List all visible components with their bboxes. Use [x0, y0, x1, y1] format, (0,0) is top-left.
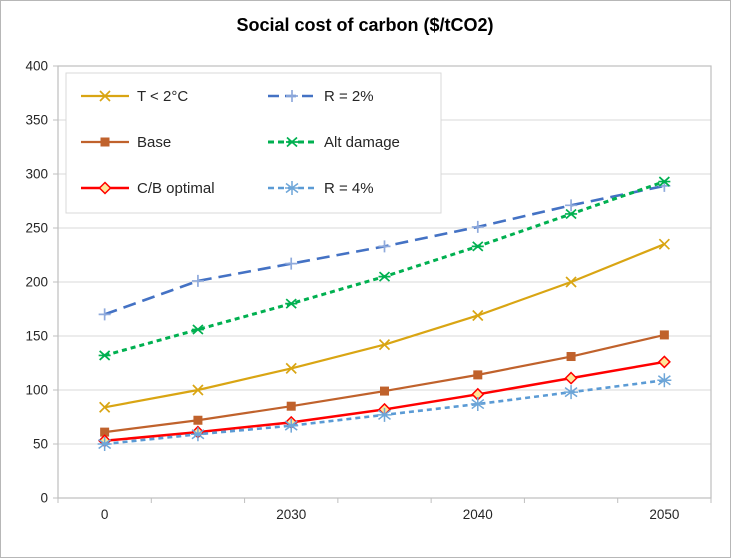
x-marker-icon [565, 276, 577, 288]
y-axis-label: 350 [25, 113, 48, 128]
y-axis-label: 400 [25, 59, 48, 74]
legend-label: Base [137, 134, 171, 151]
plus-marker-icon [98, 308, 111, 321]
diamond-marker-icon [98, 181, 112, 195]
x-marker-icon [472, 309, 484, 322]
y-axis-label: 250 [25, 221, 48, 236]
square-marker-icon [659, 330, 669, 340]
plus-marker-icon [286, 90, 298, 102]
legend-item-c-b-optimal: C/B optimal [81, 180, 215, 197]
x-marker-icon [99, 401, 111, 413]
square-marker-icon [380, 386, 389, 396]
y-axis-label: 0 [40, 491, 48, 506]
star-marker-icon [565, 208, 578, 220]
star-marker-icon [191, 324, 204, 335]
series-r-4 [97, 373, 672, 451]
x-marker-icon [99, 90, 111, 102]
legend-item-base: Base [81, 134, 171, 151]
y-axis-label: 100 [25, 383, 48, 398]
legend-label: C/B optimal [137, 180, 215, 197]
legend-label: T < 2°C [137, 88, 188, 105]
legend-label: Alt damage [324, 134, 400, 151]
chart-title: Social cost of carbon ($/tCO2) [236, 15, 493, 35]
asterisk-marker-icon [657, 373, 672, 388]
asterisk-marker-icon [285, 181, 299, 195]
y-axis-label: 300 [25, 167, 48, 182]
y-axis-label: 150 [25, 329, 48, 344]
y-axis-label: 50 [33, 437, 48, 452]
y-axis-label: 200 [25, 275, 48, 290]
asterisk-marker-icon [190, 427, 205, 442]
star-marker-icon [285, 298, 298, 309]
x-marker-icon [192, 384, 204, 396]
star-marker-icon [98, 350, 111, 361]
plus-marker-icon [191, 274, 204, 287]
series-base [100, 330, 669, 437]
x-axis-label: 2050 [649, 507, 679, 522]
series-r-2 [98, 179, 671, 321]
star-marker-icon [286, 136, 298, 148]
legend-item-t-2-c: T < 2°C [81, 88, 188, 105]
asterisk-marker-icon [564, 385, 579, 400]
square-marker-icon [286, 401, 296, 411]
plot-area: 0 50 100 150 200 250 300 350 400 0 2030 2040 2050 T <… [25, 59, 712, 522]
series-t-2-c [99, 238, 670, 413]
legend-label: R = 2% [324, 88, 374, 105]
legend-item-r-2: R = 2% [268, 88, 374, 105]
legend-label: R = 4% [324, 180, 374, 197]
diamond-marker-icon [657, 355, 671, 369]
legend: T < 2°C Base C/B optimal R = 2% Alt damage R … [65, 72, 442, 214]
square-marker-icon [566, 352, 576, 362]
x-axis-label: 2040 [463, 507, 493, 522]
plus-marker-icon [471, 220, 484, 233]
square-marker-icon [100, 427, 110, 437]
x-axis-label: 0 [101, 507, 109, 522]
square-marker-icon [193, 415, 203, 425]
x-marker-icon [658, 238, 670, 250]
square-marker-icon [473, 370, 483, 380]
legend-item-r-4: R = 4% [268, 180, 374, 197]
x-marker-icon [378, 339, 391, 351]
plus-marker-icon [285, 257, 298, 270]
square-marker-icon [100, 137, 110, 147]
legend-item-alt-damage: Alt damage [268, 134, 400, 151]
plus-marker-icon [565, 199, 578, 212]
x-axis-label: 2030 [276, 507, 306, 522]
star-marker-icon [658, 176, 671, 187]
plus-marker-icon [378, 240, 391, 253]
asterisk-marker-icon [284, 418, 299, 433]
asterisk-marker-icon [377, 407, 392, 422]
star-marker-icon [378, 271, 391, 282]
x-marker-icon [285, 362, 297, 375]
diamond-marker-icon [564, 371, 578, 385]
series-alt-damage [98, 176, 671, 361]
asterisk-marker-icon [470, 397, 485, 412]
asterisk-marker-icon [97, 437, 112, 451]
star-marker-icon [471, 241, 484, 252]
